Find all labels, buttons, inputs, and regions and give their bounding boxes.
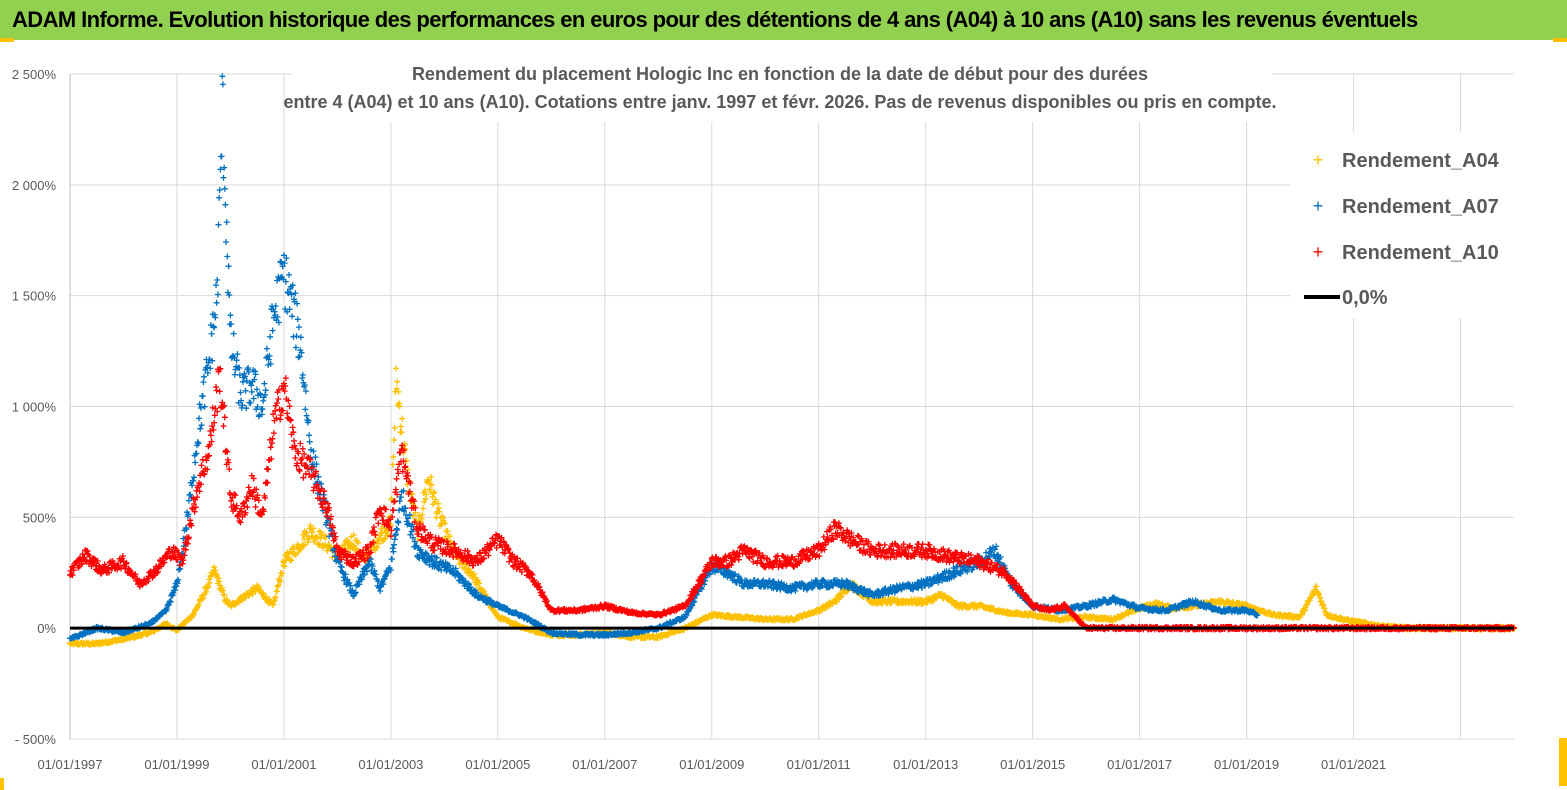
series-rendement-a07 <box>67 73 1261 642</box>
chart-title-line2: entre 4 (A04) et 10 ans (A10). Cotations… <box>283 92 1276 112</box>
legend-label-zero: 0,0% <box>1342 287 1388 309</box>
x-tick-label: 01/01/2001 <box>251 757 316 772</box>
legend: + Rendement_A04 + Rendement_A07 + Rendem… <box>1290 132 1520 318</box>
y-tick-label: 500% <box>23 510 57 525</box>
x-tick-label: 01/01/2013 <box>893 757 958 772</box>
legend-backdrop <box>1290 132 1520 318</box>
x-tick-label: 01/01/2019 <box>1214 757 1279 772</box>
data-series <box>67 73 1517 648</box>
corner-accent-top-right <box>1553 38 1567 42</box>
legend-marker-a04: + <box>1313 150 1324 170</box>
legend-label-a04: Rendement_A04 <box>1342 150 1500 172</box>
y-tick-label: 0% <box>37 621 56 636</box>
x-tick-label: 01/01/1997 <box>37 757 102 772</box>
corner-accent-bottom-right <box>1559 738 1567 786</box>
legend-label-a07: Rendement_A07 <box>1342 196 1499 218</box>
corner-accent-bottom-left <box>0 778 4 790</box>
performance-chart: - 500% 0% 500% 1 000% 1 500% 2 000% 2 500% 01/… <box>12 52 1520 772</box>
legend-marker-a07: + <box>1313 196 1324 216</box>
y-tick-label: 1 500% <box>12 289 57 304</box>
y-tick-label: 2 000% <box>12 178 57 193</box>
title-banner: ADAM Informe. Evolution historique des p… <box>0 0 1567 40</box>
y-tick-label: - 500% <box>15 732 57 747</box>
y-tick-label: 1 000% <box>12 400 57 415</box>
x-tick-label: 01/01/2015 <box>1000 757 1065 772</box>
y-axis-ticks: - 500% 0% 500% 1 000% 1 500% 2 000% 2 500% <box>12 67 57 747</box>
legend-marker-a10: + <box>1313 242 1324 262</box>
x-tick-label: 01/01/2021 <box>1321 757 1386 772</box>
series-points <box>67 365 1517 648</box>
chart-title-backdrop <box>292 52 1272 122</box>
series-rendement-a04 <box>67 365 1517 648</box>
x-tick-label: 01/01/2017 <box>1107 757 1172 772</box>
x-tick-label: 01/01/2007 <box>572 757 637 772</box>
x-tick-label: 01/01/2011 <box>787 757 851 772</box>
legend-label-a10: Rendement_A10 <box>1342 242 1499 264</box>
x-axis-ticks: 01/01/1997 01/01/1999 01/01/2001 01/01/2003… <box>37 757 1386 772</box>
chart-title-line1: Rendement du placement Hologic Inc en fo… <box>412 64 1148 84</box>
x-tick-label: 01/01/1999 <box>144 757 209 772</box>
x-tick-label: 01/01/2009 <box>679 757 744 772</box>
corner-accent-top-left <box>0 38 14 42</box>
x-tick-label: 01/01/2003 <box>358 757 423 772</box>
x-tick-label: 01/01/2005 <box>465 757 530 772</box>
banner-title: ADAM Informe. Evolution historique des p… <box>12 7 1418 32</box>
series-points <box>67 73 1261 642</box>
y-tick-label: 2 500% <box>12 67 57 82</box>
